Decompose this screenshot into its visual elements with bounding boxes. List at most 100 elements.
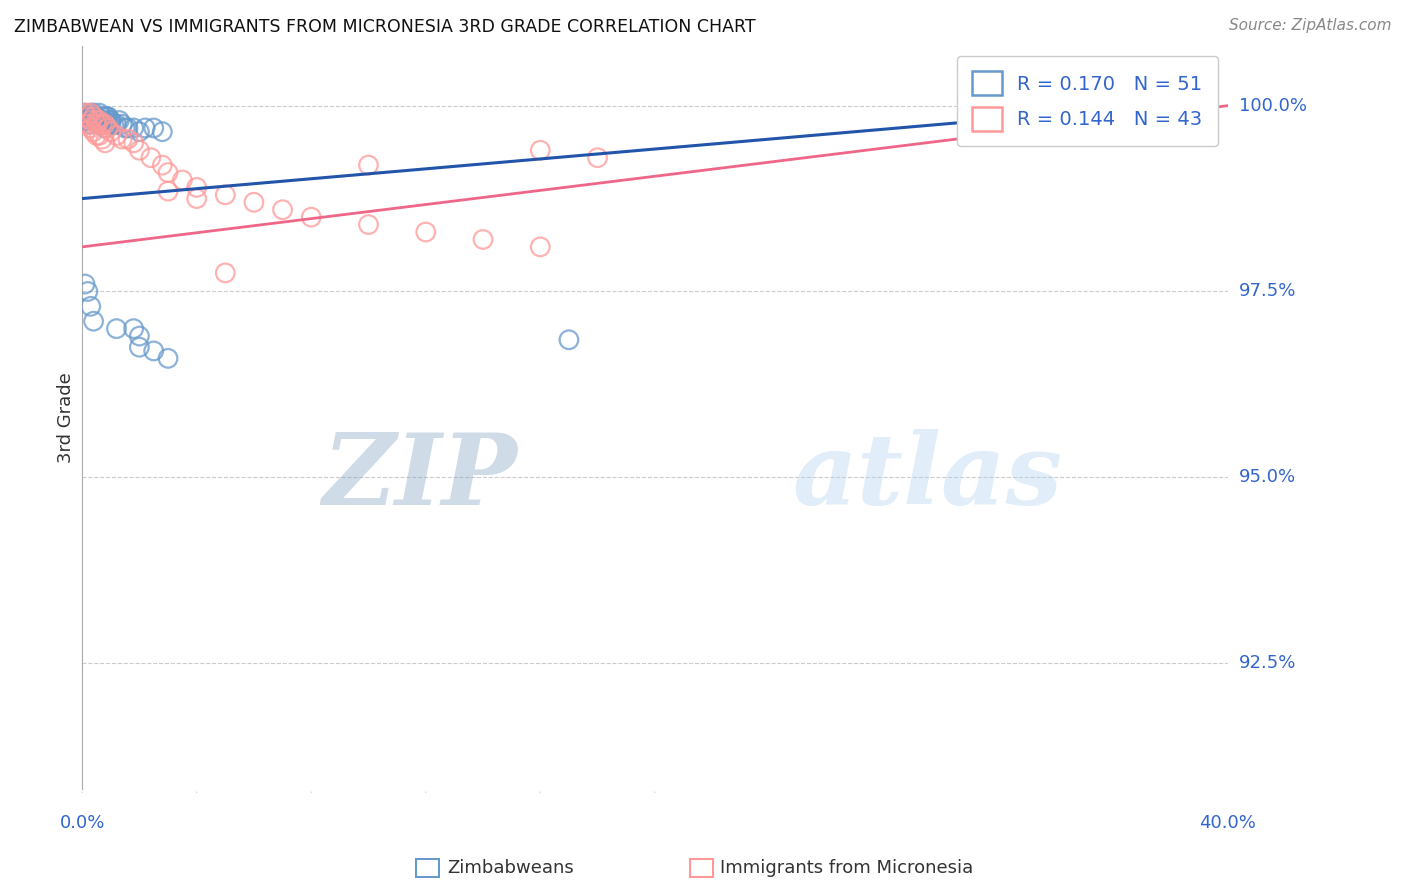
Point (91, 113, 114, 128)
Point (80, 117, 103, 131)
Point (86, 110, 108, 124)
Text: Zimbabweans: Zimbabweans (447, 859, 574, 877)
Point (80, 120, 103, 135)
Point (91, 110, 114, 124)
Point (80, 106, 103, 120)
Text: 0.0%: 0.0% (59, 814, 105, 832)
Point (128, 329, 150, 343)
Point (111, 132, 134, 146)
Point (122, 120, 145, 135)
Point (86, 117, 108, 131)
Point (186, 180, 208, 194)
Y-axis label: 3rd Grade: 3rd Grade (58, 373, 75, 463)
Text: 100.0%: 100.0% (1239, 96, 1306, 115)
Point (94, 120, 117, 135)
Point (80, 299, 103, 313)
Point (472, 232, 495, 246)
Point (100, 113, 122, 128)
Point (76, 110, 98, 124)
Text: ZIMBABWEAN VS IMMIGRANTS FROM MICRONESIA 3RD GRADE CORRELATION CHART: ZIMBABWEAN VS IMMIGRANTS FROM MICRONESIA… (14, 18, 755, 36)
Point (97, 110, 120, 124)
Point (97, 120, 120, 135)
Point (128, 340, 150, 354)
Point (73, 106, 96, 120)
Point (83, 110, 105, 124)
Point (243, 195, 266, 210)
Point (357, 158, 380, 172)
Point (73, 277, 96, 291)
Point (105, 321, 128, 335)
Point (83, 314, 105, 328)
Point (214, 266, 236, 280)
Point (86, 113, 108, 128)
Point (73, 113, 96, 128)
Point (83, 113, 105, 128)
Point (117, 132, 139, 146)
Point (86, 110, 108, 124)
Point (100, 117, 122, 131)
Point (89, 106, 111, 120)
Point (142, 120, 165, 135)
Point (89, 113, 111, 128)
Text: ZIP: ZIP (322, 429, 517, 525)
Point (142, 343, 165, 358)
Point (558, 333, 581, 347)
Point (357, 218, 380, 232)
Point (299, 210, 322, 224)
Point (150, 158, 173, 172)
Point (529, 143, 551, 157)
Point (105, 117, 128, 131)
Text: 40.0%: 40.0% (1199, 814, 1256, 832)
Point (80, 113, 103, 128)
Text: Source: ZipAtlas.com: Source: ZipAtlas.com (1229, 18, 1392, 33)
Point (586, 151, 609, 165)
Point (86, 128, 108, 143)
Point (86, 113, 108, 128)
Text: Immigrants from Micronesia: Immigrants from Micronesia (720, 859, 973, 877)
Point (80, 106, 103, 120)
Point (122, 321, 145, 335)
Point (157, 184, 180, 198)
Text: 95.0%: 95.0% (1239, 468, 1296, 486)
Point (89, 117, 111, 131)
Point (150, 125, 173, 139)
Point (100, 125, 122, 139)
Point (108, 113, 131, 128)
Point (105, 128, 128, 143)
Point (94, 136, 117, 150)
Point (83, 125, 105, 139)
Text: 97.5%: 97.5% (1239, 283, 1296, 301)
Point (80, 110, 103, 124)
Point (83, 110, 105, 124)
Legend: R = 0.170   N = 51, R = 0.144   N = 43: R = 0.170 N = 51, R = 0.144 N = 43 (957, 56, 1218, 146)
Point (83, 106, 105, 120)
Point (76, 117, 98, 131)
Point (117, 120, 139, 135)
Point (529, 240, 551, 254)
Point (128, 125, 150, 139)
Point (157, 351, 180, 366)
Point (157, 165, 180, 179)
Text: atlas: atlas (792, 429, 1063, 525)
Point (139, 151, 162, 165)
Point (76, 110, 98, 124)
Point (91, 117, 114, 131)
Point (89, 128, 111, 143)
Point (94, 117, 117, 131)
Point (76, 285, 98, 299)
Point (172, 173, 194, 187)
Point (415, 225, 437, 239)
Point (100, 113, 122, 128)
Point (111, 117, 134, 131)
Point (97, 117, 120, 131)
Point (94, 113, 117, 128)
Point (97, 110, 120, 124)
Point (76, 110, 98, 124)
Point (73, 106, 96, 120)
Point (128, 143, 150, 157)
Point (91, 117, 114, 131)
Point (114, 120, 136, 135)
Point (76, 113, 98, 128)
Point (91, 132, 114, 146)
Point (271, 202, 294, 217)
